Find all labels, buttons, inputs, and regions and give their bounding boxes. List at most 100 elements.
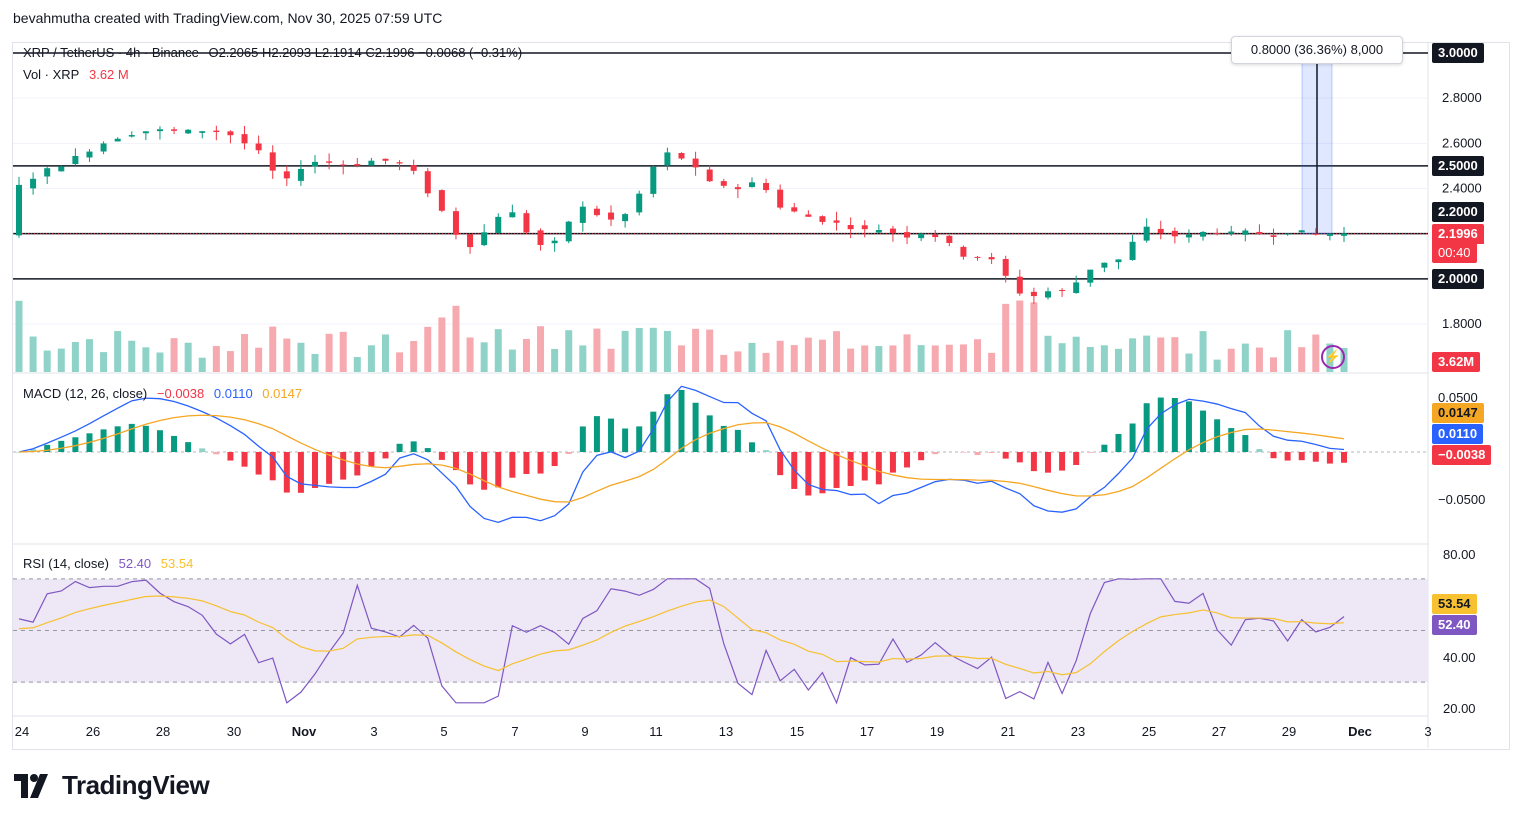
level-tag-3[interactable]: 3.0000: [1432, 43, 1484, 63]
candle-body: [734, 187, 741, 190]
macd-histogram-bar: [255, 452, 262, 475]
macd-tag: 0.0110: [1432, 424, 1484, 444]
macd-histogram-bar: [636, 426, 643, 452]
candle-body: [100, 143, 107, 152]
volume-bar: [1298, 347, 1306, 372]
volume-bar: [396, 352, 404, 372]
volume-bar: [241, 334, 249, 372]
volume-bar: [649, 327, 657, 372]
candle-body: [142, 131, 149, 134]
volume-bar: [1086, 346, 1094, 372]
volume-tag: 3.62M: [1432, 352, 1481, 372]
macd-histogram-bar: [523, 452, 530, 474]
macd-histogram-bar: [1214, 419, 1221, 452]
last-price-tag: 2.1996: [1432, 224, 1484, 244]
volume-bar: [1030, 302, 1038, 372]
candle-body: [1143, 226, 1150, 241]
candle-body: [368, 160, 375, 166]
candle-body: [1171, 230, 1178, 237]
volume-bar: [114, 331, 122, 372]
rsi-label[interactable]: RSI (14, close): [23, 556, 109, 571]
macd-histogram-bar: [185, 442, 192, 452]
volume-bar: [212, 346, 220, 372]
macd-histogram-bar: [608, 418, 615, 452]
measure-tooltip: 0.8000 (36.36%) 8,000: [1231, 36, 1403, 64]
macd-tick-label: −0.0500: [1438, 492, 1485, 507]
candle-body: [1312, 233, 1319, 235]
candle-body: [1016, 276, 1023, 294]
macd-line: [18, 385, 1345, 524]
volume-bar: [43, 350, 51, 372]
macd-histogram-bar: [1143, 403, 1150, 452]
volume-bar: [438, 317, 446, 372]
volume-bar: [720, 354, 728, 372]
rsi-ma-line: [18, 595, 1345, 676]
tradingview-logo: TradingView: [14, 770, 210, 801]
time-tick-label: Nov: [292, 724, 317, 739]
candle-body: [1200, 231, 1207, 237]
macd-histogram-bar: [593, 416, 600, 452]
volume-bar: [100, 352, 108, 372]
candle-body: [58, 166, 65, 172]
volume-bar: [1284, 330, 1292, 372]
level-tag-25[interactable]: 2.5000: [1432, 156, 1484, 176]
time-tick-label: 11: [649, 724, 663, 739]
volume-bar: [71, 342, 79, 372]
volume-bar: [381, 334, 389, 372]
rsi-tag: 52.40: [1432, 615, 1477, 635]
symbol-name[interactable]: XRP / TetherUS · 4h · Binance: [23, 45, 199, 60]
candle-body: [763, 183, 770, 191]
macd-histogram-bar: [100, 429, 107, 452]
candle-body: [1256, 231, 1263, 235]
macd-histogram-bar: [44, 444, 51, 452]
lightning-icon[interactable]: ⚡: [1321, 345, 1345, 369]
macd-histogram-bar: [777, 452, 784, 476]
macd-histogram-bar: [763, 450, 770, 452]
candle-body: [396, 162, 403, 164]
volume-label[interactable]: Vol · XRP: [23, 67, 80, 82]
macd-histogram-bar: [805, 452, 812, 496]
macd-histogram-bar: [960, 452, 967, 453]
candle-body: [1228, 231, 1235, 234]
volume-bar: [184, 342, 192, 372]
rsi-ma-tag: 53.54: [1432, 594, 1477, 614]
macd-histogram-bar: [30, 449, 37, 452]
macd-histogram-bar: [664, 394, 671, 452]
macd-histogram-bar: [1284, 452, 1291, 461]
candle-body: [692, 158, 699, 168]
macd-histogram-bar: [1129, 423, 1136, 452]
volume-bar: [776, 340, 784, 372]
time-tick-label: 27: [1212, 724, 1226, 739]
volume-bar: [367, 345, 375, 372]
time-tick-label: 15: [790, 724, 804, 739]
candle-body: [861, 225, 868, 230]
rsi-tick-label: 40.00: [1443, 650, 1476, 665]
candle-body: [706, 169, 713, 182]
volume-bar: [889, 345, 897, 372]
level-tag-22[interactable]: 2.2000: [1432, 202, 1484, 222]
macd-histogram-bar: [720, 425, 727, 452]
macd-histogram-bar: [1030, 452, 1037, 472]
volume-bar: [311, 353, 319, 372]
macd-histogram-bar: [932, 452, 939, 455]
macd-label[interactable]: MACD (12, 26, close): [23, 386, 148, 401]
macd-histogram-bar: [283, 452, 290, 493]
level-tag-2[interactable]: 2.0000: [1432, 269, 1484, 289]
volume-bar: [974, 339, 982, 372]
volume-bar: [678, 345, 685, 372]
time-tick-label: 23: [1071, 724, 1085, 739]
macd-histogram-bar: [438, 452, 445, 460]
volume-bar: [917, 345, 925, 372]
tradingview-mark-icon: [14, 773, 48, 798]
volume-bar: [1002, 303, 1010, 372]
macd-histogram-bar: [974, 452, 981, 456]
time-tick-label: 24: [15, 724, 29, 739]
volume-bar: [424, 326, 432, 372]
volume-bar: [692, 328, 700, 372]
candle-body: [551, 240, 558, 244]
candle-body: [1242, 230, 1249, 235]
candle-body: [44, 168, 51, 177]
candle-body: [452, 211, 459, 235]
time-tick-label: 5: [440, 724, 447, 739]
